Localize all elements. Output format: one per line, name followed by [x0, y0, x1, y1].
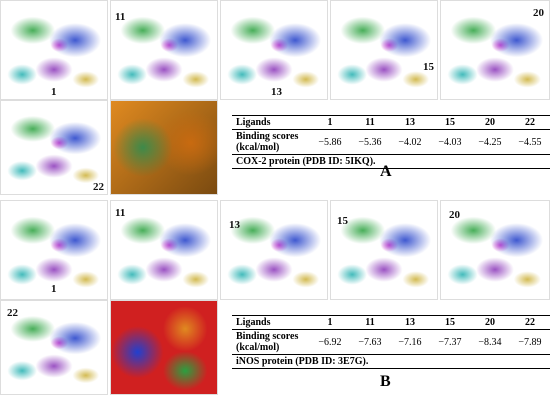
ligand-label: 22	[93, 181, 104, 193]
score-row: Binding scores (kcal/mol) −5.86 −5.36 −4.02…	[232, 129, 550, 155]
docking-image: 20	[440, 200, 550, 300]
score-cell: Binding scores (kcal/mol)	[232, 329, 310, 355]
ligand-label: 1	[51, 283, 57, 295]
header-cell: 15	[430, 315, 470, 330]
surface-image	[110, 100, 218, 195]
score-cell: −5.86	[310, 129, 350, 155]
score-cell: −7.89	[510, 329, 550, 355]
score-cell: −6.92	[310, 329, 350, 355]
score-cell: Binding scores (kcal/mol)	[232, 129, 310, 155]
panel-label: B	[380, 373, 391, 390]
score-cell: −7.16	[390, 329, 430, 355]
docking-image: 15	[330, 0, 438, 100]
docking-image: 15	[330, 200, 438, 300]
ligand-label: 15	[337, 215, 348, 227]
caption-row: COX-2 protein (PDB ID: 5IKQ).	[232, 154, 550, 169]
score-cell: −7.63	[350, 329, 390, 355]
ligand-label: 20	[533, 7, 544, 19]
table-caption: COX-2 protein (PDB ID: 5IKQ).	[232, 154, 550, 169]
ligand-label: 1	[51, 86, 57, 98]
ligand-label: 15	[423, 61, 434, 73]
header-cell: Ligands	[232, 315, 310, 330]
score-table: Ligands 1 11 13 15 20 22 Binding scores (kcal/m…	[232, 115, 550, 169]
panel-label: A	[380, 163, 392, 180]
header-cell: 1	[310, 115, 350, 130]
score-cell: −5.36	[350, 129, 390, 155]
header-cell: Ligands	[232, 115, 310, 130]
ligand-label: 13	[271, 86, 282, 98]
caption-row: iNOS protein (PDB ID: 3E7G).	[232, 354, 550, 369]
header-cell: 22	[510, 315, 550, 330]
header-cell: 22	[510, 115, 550, 130]
header-row: Ligands 1 11 13 15 20 22	[232, 315, 550, 330]
score-row: Binding scores (kcal/mol) −6.92 −7.63 −7.16…	[232, 329, 550, 355]
docking-image: 1	[0, 0, 108, 100]
ligand-label: 13	[229, 219, 240, 231]
score-cell: −4.02	[390, 129, 430, 155]
docking-image: 1	[0, 200, 108, 300]
table-caption: iNOS protein (PDB ID: 3E7G).	[232, 354, 550, 369]
docking-image: 13	[220, 200, 328, 300]
header-cell: 13	[390, 315, 430, 330]
score-table: Ligands 1 11 13 15 20 22 Binding scores (kcal/m…	[232, 315, 550, 369]
ligand-label: 11	[115, 11, 126, 23]
surface-image	[110, 300, 218, 395]
score-cell: −7.37	[430, 329, 470, 355]
docking-image: 22	[0, 300, 108, 395]
docking-image: 13	[220, 0, 328, 100]
ligand-label: 11	[115, 207, 126, 219]
docking-image: 11	[110, 200, 218, 300]
score-cell: −4.03	[430, 129, 470, 155]
header-cell: 20	[470, 315, 510, 330]
score-cell: −4.55	[510, 129, 550, 155]
header-cell: 20	[470, 115, 510, 130]
ligand-label: 20	[449, 209, 460, 221]
header-cell: 15	[430, 115, 470, 130]
header-cell: 11	[350, 115, 390, 130]
score-cell: −8.34	[470, 329, 510, 355]
ligand-label: 22	[7, 307, 18, 319]
docking-image: 22	[0, 100, 108, 195]
docking-image: 20	[440, 0, 550, 100]
docking-image: 11	[110, 0, 218, 100]
header-cell: 11	[350, 315, 390, 330]
header-row: Ligands 1 11 13 15 20 22	[232, 115, 550, 130]
header-cell: 1	[310, 315, 350, 330]
score-cell: −4.25	[470, 129, 510, 155]
header-cell: 13	[390, 115, 430, 130]
